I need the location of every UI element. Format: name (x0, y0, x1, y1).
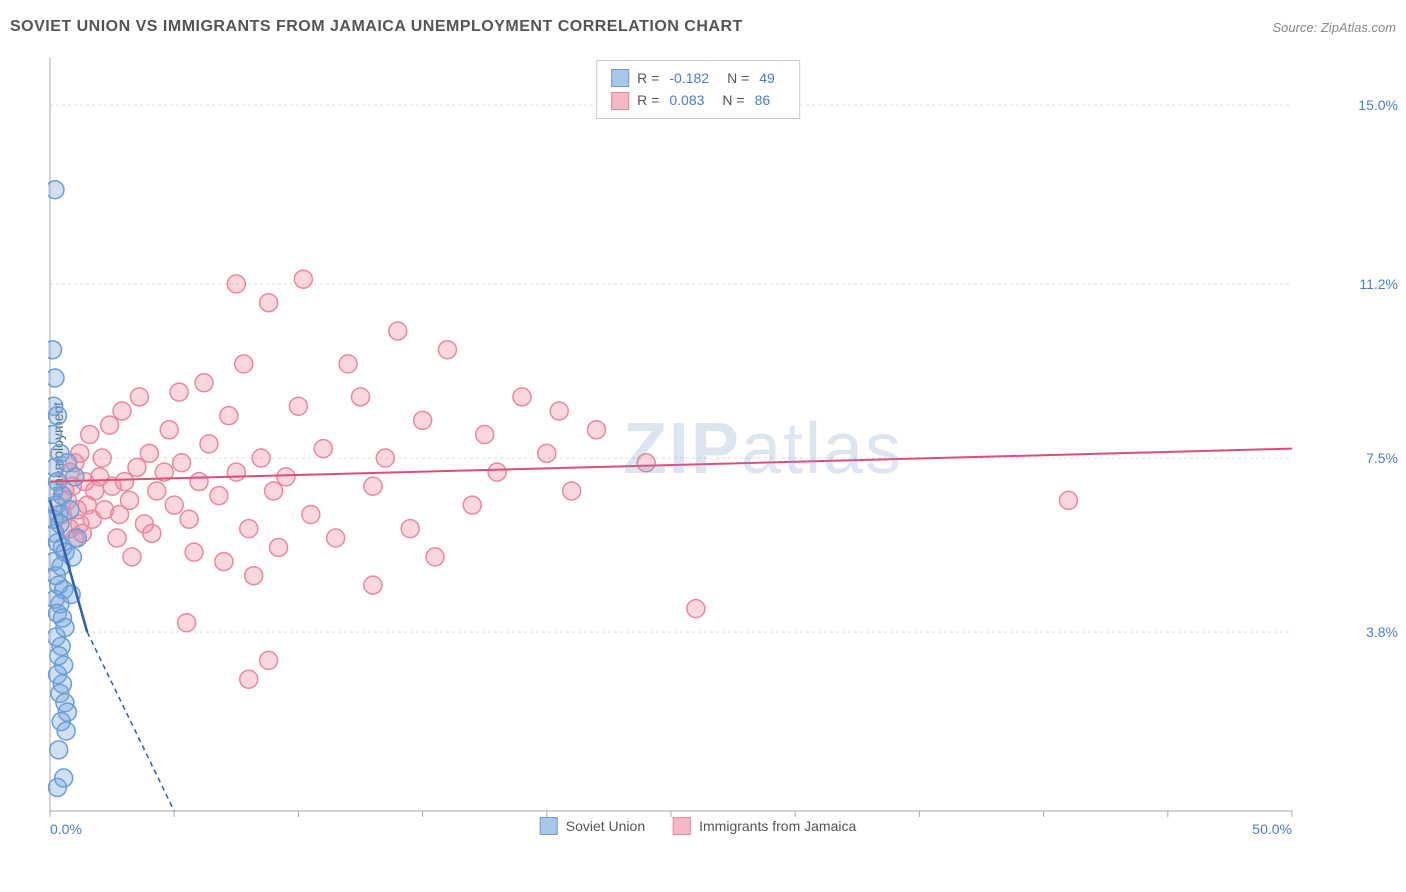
swatch-series-1 (611, 69, 629, 87)
y-tick-label: 7.5% (1366, 450, 1398, 466)
x-tick-label: 50.0% (1252, 821, 1292, 837)
swatch-series-2 (673, 817, 691, 835)
n-label: N = (722, 89, 744, 111)
y-tick-label: 3.8% (1366, 624, 1398, 640)
correlation-legend: R = -0.182 N = 49 R = 0.083 N = 86 (596, 60, 800, 119)
chart-header: SOVIET UNION VS IMMIGRANTS FROM JAMAICA … (10, 18, 1396, 36)
swatch-series-2 (611, 92, 629, 110)
series-2-label: Immigrants from Jamaica (699, 818, 856, 834)
source-attribution: Source: ZipAtlas.com (1272, 20, 1396, 35)
y-tick-label: 11.2% (1359, 276, 1398, 292)
series-1-label: Soviet Union (566, 818, 645, 834)
chart-title: SOVIET UNION VS IMMIGRANTS FROM JAMAICA … (10, 18, 743, 36)
r-value-2: 0.083 (667, 89, 714, 111)
y-tick-label: 15.0% (1358, 97, 1398, 113)
scatter-plot (48, 56, 1348, 841)
swatch-series-1 (540, 817, 558, 835)
legend-row-1: R = -0.182 N = 49 (611, 67, 785, 89)
legend-item-2: Immigrants from Jamaica (673, 817, 856, 835)
n-value-1: 49 (757, 67, 785, 89)
r-label: R = (637, 67, 659, 89)
n-label: N = (727, 67, 749, 89)
r-label: R = (637, 89, 659, 111)
legend-item-1: Soviet Union (540, 817, 645, 835)
x-tick-label: 0.0% (50, 821, 82, 837)
legend-row-2: R = 0.083 N = 86 (611, 89, 785, 111)
n-value-2: 86 (753, 89, 781, 111)
chart-area: Unemployment ZIPatlas R = -0.182 N = 49 … (48, 56, 1348, 841)
r-value-1: -0.182 (667, 67, 719, 89)
series-legend: Soviet Union Immigrants from Jamaica (540, 817, 857, 835)
